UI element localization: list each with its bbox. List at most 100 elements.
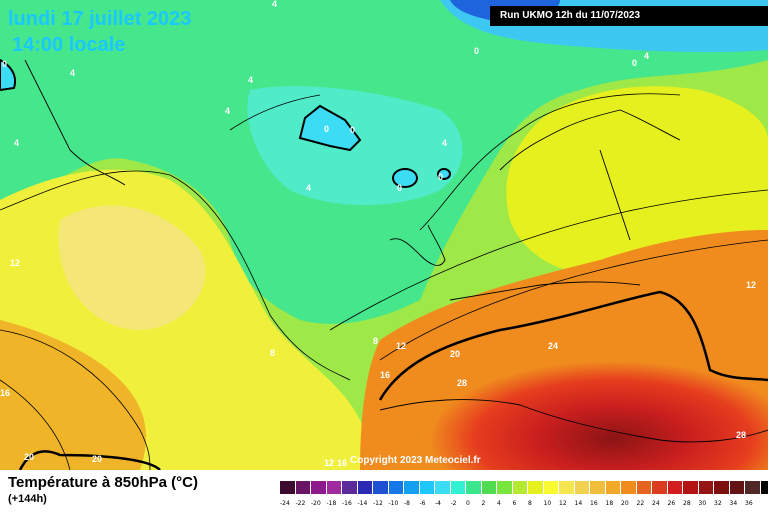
legend-swatch: [481, 481, 497, 494]
isotherm-20-thick: [378, 290, 768, 401]
legend-swatch: [388, 481, 404, 494]
cold-pocket-1: [392, 168, 418, 188]
legend-swatch: [652, 481, 668, 494]
iso-label: 0: [474, 46, 479, 56]
legend-label: 30: [698, 500, 707, 507]
legend-swatch: [466, 481, 482, 494]
legend-label: 10: [543, 500, 552, 507]
iceland-cold: [298, 104, 362, 152]
map-canvas: 4 4 4 4 4 4 4 4 0 0 0 0 0 0 0 12 12 12 8…: [0, 0, 768, 470]
legend-label: -6: [419, 500, 426, 507]
lead-time: (+144h): [8, 493, 47, 505]
iso-label: 12: [324, 458, 334, 468]
legend-label: -22: [295, 500, 306, 507]
parameter-title: Température à 850hPa (°C): [8, 474, 198, 491]
iso-label: 16: [380, 370, 390, 380]
legend-label: -16: [342, 500, 352, 507]
legend-swatch: [729, 481, 745, 494]
copyright-notice: Copyright 2023 Meteociel.fr: [350, 455, 481, 466]
legend-label: -18: [326, 500, 337, 507]
iso-label: 16: [0, 388, 10, 398]
legend-label: 26: [667, 500, 676, 507]
isotherm-20-southwest: [18, 450, 161, 470]
legend-label: -24: [280, 500, 290, 507]
iso-label: 4: [248, 75, 253, 85]
legend-label: -12: [373, 500, 383, 507]
iso-label: 4: [272, 0, 277, 9]
iso-label: 20: [24, 452, 34, 462]
iso-label: 4: [644, 51, 649, 61]
legend-label: 16: [590, 500, 598, 507]
hot-southwest-zone: [0, 320, 146, 470]
legend-label: 14: [574, 500, 583, 507]
legend-swatch: [621, 481, 637, 494]
legend-label: 2: [481, 500, 486, 507]
isotherm-label-group: 4 4 4 4 4 4 4 4 0 0 0 0 0 0 0 12 12 12 8…: [0, 0, 756, 468]
iso-label: 12: [396, 341, 406, 351]
legend-swatch: [698, 481, 714, 494]
iso-label: 12: [10, 258, 20, 268]
legend-swatch: [683, 481, 699, 494]
iso-label: 28: [736, 430, 746, 440]
iso-label: 0: [397, 183, 402, 193]
legend-swatch: [357, 481, 373, 494]
legend-swatch: [543, 481, 559, 494]
warm-west-inner: [58, 205, 206, 330]
legend-swatch: [760, 481, 768, 494]
legend-swatch: [745, 481, 761, 494]
legend-swatch: [295, 481, 311, 494]
forecast-time: 14:00 locale: [12, 34, 126, 56]
legend-label: 22: [636, 500, 645, 507]
legend-label: 8: [528, 500, 532, 507]
cold-pocket-west: [0, 58, 16, 92]
iso-label: 20: [92, 454, 102, 464]
iso-label: 24: [548, 341, 558, 351]
legend-swatch: [497, 481, 513, 494]
model-run-label: Run UKMO 12h du 11/07/2023: [490, 6, 768, 26]
legend-label: 6: [512, 500, 517, 507]
legend-swatch: [667, 481, 683, 494]
iso-label: 0: [324, 124, 329, 134]
iso-label: 4: [225, 106, 230, 116]
legend-label: 18: [605, 500, 614, 507]
legend-swatch: [342, 481, 358, 494]
iso-label: 0: [350, 125, 355, 135]
cold-pocket-2: [437, 168, 451, 180]
legend-swatch: [590, 481, 606, 494]
legend-label: -8: [404, 500, 410, 507]
legend-swatch: [373, 481, 389, 494]
iso-label: 8: [270, 348, 275, 358]
iso-label: 4: [306, 183, 311, 193]
legend-swatch: [512, 481, 528, 494]
legend-label: 24: [652, 500, 660, 507]
legend-label: 32: [714, 500, 722, 507]
legend-swatch: [636, 481, 652, 494]
legend-label: -10: [388, 500, 399, 507]
legend-swatch: [326, 481, 342, 494]
legend-label: -14: [357, 500, 368, 507]
legend-swatch: [404, 481, 420, 494]
legend-label: -2: [450, 500, 457, 507]
legend-label: 20: [621, 500, 629, 507]
iso-label: 20: [450, 349, 460, 359]
iso-label: 12: [324, 458, 334, 468]
color-scale-labels: -24 -22 -20 -18 -16 -14 -12 -10 -8 -6 -4 -2 0 2 4 6 8 10 1…: [280, 500, 761, 507]
legend-swatch: [419, 481, 435, 494]
forecast-date: lundi 17 juillet 2023: [8, 8, 192, 30]
legend-swatch: [559, 481, 575, 494]
coastlines: [24, 59, 768, 443]
legend-label: 28: [683, 500, 691, 507]
iso-label: 28: [457, 378, 467, 388]
iso-label: 4: [70, 68, 75, 78]
iso-label: 16: [337, 458, 347, 468]
legend-swatch: [311, 481, 327, 494]
legend-label: -20: [311, 500, 321, 507]
temperature-map: 4 4 4 4 4 4 4 4 0 0 0 0 0 0 0 12 12 12 8…: [0, 0, 768, 470]
color-scale-legend: [280, 481, 768, 494]
legend-swatch: [574, 481, 590, 494]
legend-swatch: [280, 481, 296, 494]
legend-label: 34: [729, 500, 738, 507]
iso-label: 4: [442, 138, 447, 148]
iso-label: 8: [373, 336, 378, 346]
legend-swatch: [450, 481, 466, 494]
